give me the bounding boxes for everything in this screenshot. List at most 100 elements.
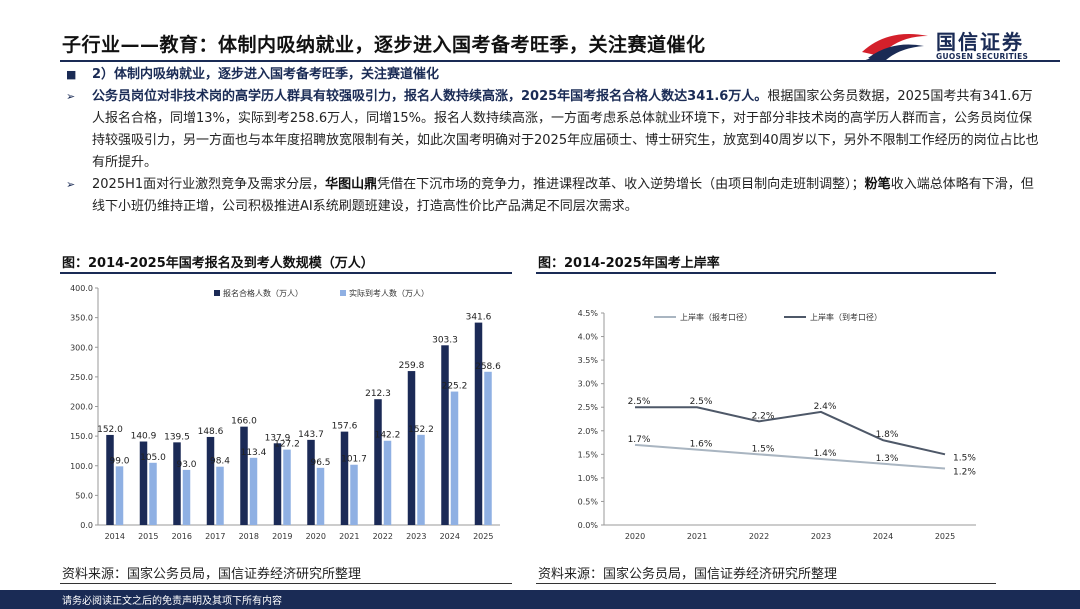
legend-swatch: [214, 290, 220, 296]
logo-mark-icon: [860, 34, 928, 62]
legend-label: 实际到考人数（万人）: [349, 288, 429, 298]
footer-disclaimer: 请务必阅读正文之后的免责声明及其项下所有内容: [62, 596, 282, 607]
data-label: 1.2%: [953, 467, 976, 477]
x-tick-label: 2021: [687, 532, 707, 541]
x-tick-label: 2016: [172, 532, 192, 541]
bar: [307, 439, 315, 525]
data-label: 2.5%: [690, 397, 713, 407]
pass-rate-line-chart: 0.0% 0.5% 1.0% 1.5% 2.0% 2.5% 3.0% 3.5% 4.0% 4.5%…: [578, 309, 977, 541]
bar-value-label: 148.6: [198, 427, 224, 437]
bar: [374, 399, 382, 525]
y-tick-label: 3.5%: [578, 356, 599, 365]
bar-value-label: 341.6: [466, 313, 492, 323]
section-heading-text: 2）体制内吸纳就业，逐步进入国考备考旺季，关注赛道催化: [92, 67, 440, 82]
bar-value-label: 258.6: [475, 362, 501, 372]
y-tick-label: 350.0: [70, 314, 93, 323]
bullet-1-text: 根据国家公务员数据，2025国考共有341.6万人报名合格，同增13%，实际到考…: [92, 89, 1039, 170]
bar-value-label: 140.9: [131, 432, 157, 442]
bar-value-label: 259.8: [399, 361, 425, 371]
bar-value-label: 96.5: [310, 458, 330, 468]
right-chart-source-rule: [536, 583, 996, 584]
legend-label: 报名合格人数（万人）: [223, 288, 303, 298]
bullet-2-text-b: 凭借在下沉市场的竞争力，推进课程改革、收入逆势增长（由项目制向走班制调整）；: [377, 177, 865, 192]
bar: [216, 466, 224, 525]
left-chart-title: 图：2014-2025年国考报名及到考人数规模（万人）: [62, 256, 374, 271]
bar-value-label: 127.2: [274, 440, 300, 450]
x-tick-label: 2020: [625, 532, 645, 541]
logo-text-en: GUOSEN SECURITIES: [936, 52, 1029, 61]
y-tick-label: 150.0: [70, 432, 93, 441]
legend-label: 上岸率（报考口径）: [680, 312, 752, 322]
x-tick-label: 2022: [749, 532, 769, 541]
right-chart-title-rule: [536, 272, 996, 274]
y-tick-label: 4.5%: [578, 309, 599, 318]
data-label: 1.7%: [628, 435, 651, 445]
bar: [441, 345, 449, 525]
right-chart-title: 图：2014-2025年国考上岸率: [538, 256, 720, 271]
x-tick-label: 2021: [339, 532, 359, 541]
bar-value-label: 137.9: [265, 433, 291, 443]
bar: [149, 462, 157, 525]
bar: [173, 442, 181, 525]
x-tick-label: 2015: [138, 532, 158, 541]
bullet-item-1: ➢ 公务员岗位对非技术岗的高学历人群具有较强吸引力，报名人数持续高涨，2025年…: [62, 86, 1042, 174]
y-tick-label: 250.0: [70, 373, 93, 382]
bar: [340, 431, 349, 525]
data-label: 2.5%: [628, 397, 651, 407]
bar: [417, 434, 425, 525]
bullet-2-company-2: 粉笔: [864, 177, 891, 192]
bar: [139, 441, 148, 525]
data-label: 1.3%: [876, 454, 899, 464]
bar-value-label: 212.3: [365, 389, 391, 399]
series-line: [635, 406, 946, 456]
bar-value-label: 166.0: [231, 417, 257, 427]
section-heading: ■ 2）体制内吸纳就业，逐步进入国考备考旺季，关注赛道催化: [62, 64, 1042, 86]
registration-bar-chart: 0.0 50.0 100.0 150.0 200.0 250.0 300.0 350.0 400…: [70, 284, 501, 541]
bar-value-label: 101.7: [341, 455, 367, 465]
x-tick-label: 2014: [105, 532, 125, 541]
bar: [484, 371, 492, 525]
bar-value-label: 113.4: [241, 448, 267, 458]
x-tick-label: 2018: [239, 532, 259, 541]
bar-value-label: 152.2: [408, 425, 434, 435]
x-tick-label: 2024: [873, 532, 893, 541]
bar-value-label: 157.6: [332, 422, 358, 432]
data-label: 1.6%: [690, 440, 713, 450]
bar: [240, 426, 248, 525]
bar: [106, 434, 114, 525]
bar-value-label: 139.5: [164, 432, 190, 442]
bar-value-label: 93.0: [176, 460, 196, 470]
bar-value-label: 98.4: [210, 457, 230, 467]
y-tick-label: 4.0%: [578, 333, 599, 342]
data-label: 1.5%: [953, 453, 976, 463]
bar-value-label: 303.3: [432, 335, 458, 345]
legend-swatch: [340, 290, 346, 296]
page-header: 子行业——教育：体制内吸纳就业，逐步进入国考备考旺季，关注赛道催化 国信证券 G…: [0, 0, 1080, 64]
bullet-item-2: ➢ 2025H1面对行业激烈竞争及需求分层，华图山鼎凭借在下沉市场的竞争力，推进…: [62, 174, 1042, 218]
x-tick-label: 2025: [473, 532, 493, 541]
data-label: 2.2%: [752, 411, 775, 421]
y-tick-label: 200.0: [70, 403, 93, 412]
bullet-1-lead: 公务员岗位对非技术岗的高学历人群具有较强吸引力，报名人数持续高涨，2025年国考…: [92, 89, 768, 104]
logo-text-cn: 国信证券: [936, 30, 1024, 54]
bar: [206, 436, 215, 525]
data-label: 2.4%: [814, 402, 837, 412]
bullet-section: ■ 2）体制内吸纳就业，逐步进入国考备考旺季，关注赛道催化 ➢ 公务员岗位对非技…: [62, 64, 1042, 218]
bar-value-label: 105.0: [140, 453, 166, 463]
bar-value-label: 225.2: [442, 382, 468, 392]
bar: [273, 443, 282, 525]
header-divider: [60, 60, 1060, 62]
data-label: 1.8%: [876, 430, 899, 440]
data-label: 1.5%: [752, 444, 775, 454]
page-footer: 请务必阅读正文之后的免责声明及其项下所有内容: [0, 590, 1080, 609]
bar-value-label: 142.2: [375, 431, 401, 441]
legend-label: 上岸率（到考口径）: [810, 312, 882, 322]
left-chart-source: 资料来源：国家公务员局，国信证券经济研究所整理: [62, 567, 362, 582]
x-tick-label: 2023: [811, 532, 831, 541]
bar: [407, 371, 416, 525]
bar: [182, 469, 191, 525]
guosen-logo: 国信证券 GUOSEN SECURITIES: [858, 22, 1058, 66]
y-tick-label: 50.0: [75, 491, 93, 500]
data-label: 1.4%: [814, 449, 837, 459]
bar-value-label: 99.0: [109, 456, 129, 466]
